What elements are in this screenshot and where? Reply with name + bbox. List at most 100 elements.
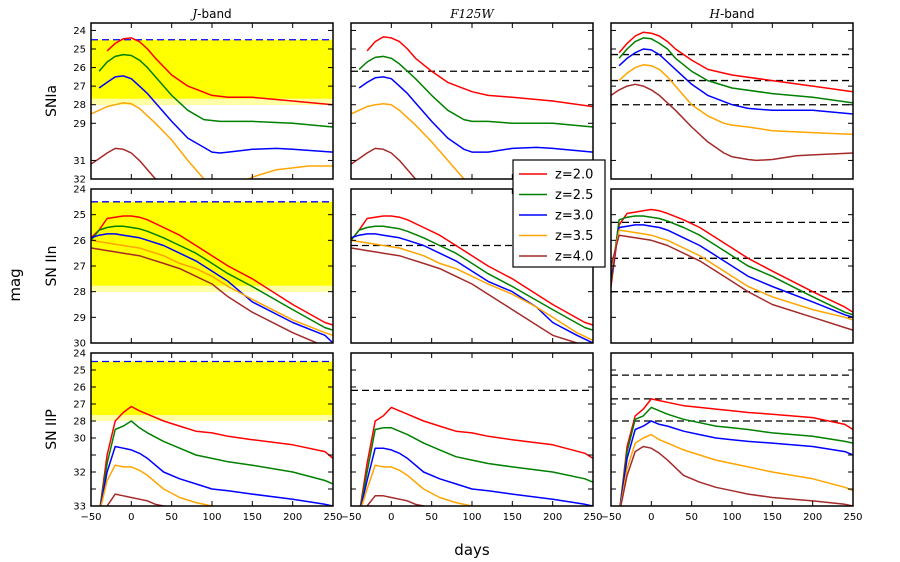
series-line-z=3.5 [619,433,853,506]
x-tick-label: 200 [283,512,302,523]
series-line-z=2.0 [618,31,853,93]
series-line-z=2.0 [91,215,333,326]
y-tick-label: 28 [73,287,86,298]
series-line-z=3.0 [360,447,593,506]
x-tick-label: 200 [543,512,562,523]
series-line-z=2.0 [619,398,853,506]
y-tick-label: 25 [73,210,86,221]
x-tick-label: 250 [323,512,342,523]
series-line-z=3.0 [99,445,333,506]
series-line-z=3.5 [91,102,333,179]
series-line-z=3.5 [351,103,465,179]
y-tick-label: 24 [73,26,86,37]
series-line-z=2.5 [99,420,333,506]
series-line-z=4.0 [351,147,417,179]
series-line-z=4.0 [611,83,853,162]
panel-1-2 [610,188,854,344]
detection-shade-fade [91,98,333,105]
series-line-z=4.0 [351,247,578,343]
series-line-z=4.0 [620,445,853,506]
x-tick-label: 50 [425,512,438,523]
column-title: H-band [709,7,755,21]
legend-label: z=4.0 [555,250,593,265]
series-line-z=2.5 [98,53,333,128]
detection-shade-fade [91,415,333,421]
series-line-z=4.0 [91,247,318,343]
y-tick-label: 33 [73,502,86,513]
series-line-z=4.0 [611,234,853,331]
y-tick-label: 28 [73,417,86,428]
detection-shade [91,361,333,421]
x-tick-label: 150 [243,512,262,523]
y-tick-label: 29 [73,313,86,324]
legend-box [512,159,606,268]
x-tick-label: 150 [763,512,782,523]
y-tick-label: 31 [73,156,86,167]
y-tick-label: 29 [73,119,86,130]
panel-2-1: −50 0 50 100 150 200 250 [340,352,603,523]
x-tick-label: 0 [648,512,654,523]
panel-frame [610,352,854,507]
panel-0-0: 24 25 26 27 28 29 31 32 [73,22,334,186]
legend-label: z=2.0 [555,168,593,183]
series-line-z=2.0 [351,215,593,326]
series-line-z=3.5 [611,229,853,321]
x-tick-label: −50 [600,512,621,523]
series-line-z=2.5 [358,55,593,128]
panel-2-2: −50 0 50 100 150 200 250 [600,352,863,523]
series-line-z=3.0 [98,75,333,154]
series-line-z=2.5 [611,215,853,316]
y-tick-label: 28 [73,100,86,111]
legend: z=2.0 z=2.5 z=3.0 z=3.5 z=4.0 [512,159,606,268]
detection-shade-fade [91,285,333,292]
x-tick-label: 100 [722,512,741,523]
x-tick-label: 100 [462,512,481,523]
series-line-z=4.0 [366,495,428,506]
series-line-z=3.0 [358,76,593,153]
series-line-z=3.5 [360,464,476,506]
y-tick-label: 32 [73,468,86,479]
detection-shade [91,39,333,105]
row-label: SNIa [44,85,60,117]
y-tick-label: 26 [73,63,86,74]
column-title: J-band [189,7,231,21]
y-tick-label: 24 [73,349,86,360]
panel-0-2 [610,22,854,180]
series-line-z=2.0 [359,406,593,506]
series-line-z=3.5 [91,239,333,337]
x-tick-label: 150 [503,512,522,523]
y-tick-label: 30 [73,434,86,445]
panel-2-0: −50 0 50 100 150 200 250 24 25 26 27 28 30 32 33 [73,349,342,524]
x-tick-label: 0 [128,512,134,523]
legend-label: z=2.5 [555,188,593,203]
x-tick-label: 50 [165,512,178,523]
series-line-z=2.0 [99,405,333,506]
x-tick-label: 200 [803,512,822,523]
series-line-z=3.5 [100,464,216,506]
y-axis-label: mag [6,268,24,301]
series-line-z=2.5 [618,37,853,104]
series-line-z=2.5 [351,225,593,331]
legend-label: z=3.0 [555,209,593,224]
series-line-z=3.0 [619,420,853,506]
y-tick-label: 30 [73,339,86,350]
y-tick-label: 25 [73,366,86,377]
row-label: SN IIP [44,409,60,450]
y-tick-label: 26 [73,383,86,394]
series-line-z=3.5 [618,64,853,136]
series-line-z=3.0 [91,233,333,343]
y-tick-label: 27 [73,82,86,93]
series-line-z=2.0 [366,36,593,108]
series-line-z=2.5 [359,427,593,506]
y-tick-label: 27 [73,400,86,411]
y-tick-label: 24 [73,185,86,196]
panel-1-1 [350,188,594,344]
series-line-z=4.0 [91,147,157,179]
y-tick-label: 25 [73,45,86,56]
series-line-z=3.0 [611,224,853,319]
x-tick-label: 250 [843,512,862,523]
series-line-z=2.5 [619,406,853,506]
x-tick-label: 0 [388,512,394,523]
panel-1-0: 24 25 26 27 28 29 30 [73,185,334,350]
